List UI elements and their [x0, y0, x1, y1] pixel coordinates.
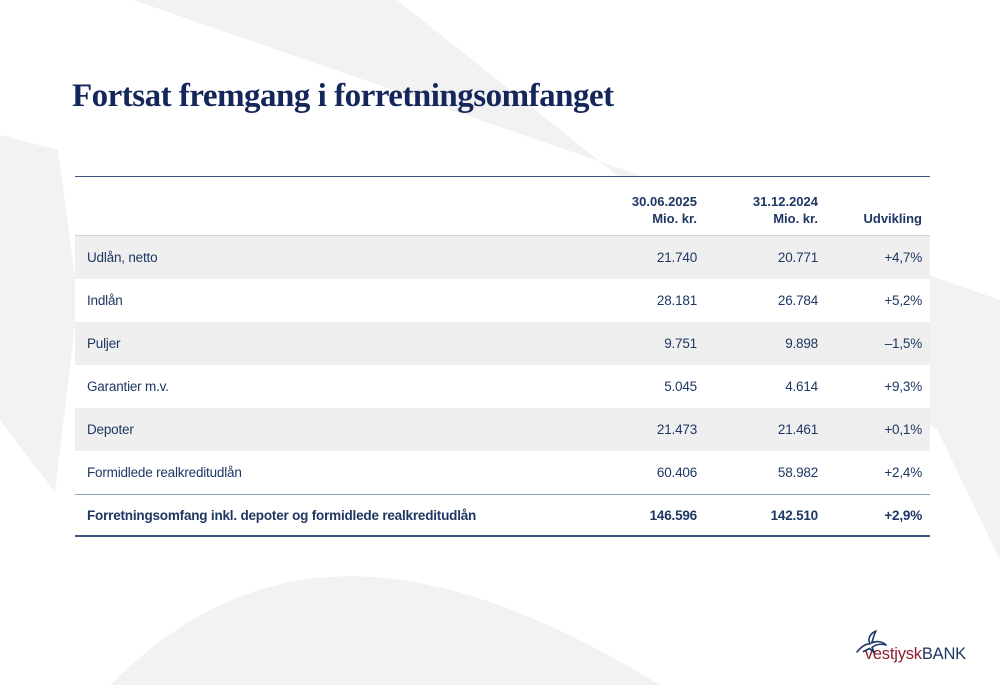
total-value-2024: 142.510: [770, 507, 819, 523]
row-label: Garantier m.v.: [87, 379, 169, 394]
value-2025: 60.406: [656, 465, 697, 480]
value-2024: 4.614: [785, 379, 818, 394]
value-2025: 28.181: [656, 293, 697, 308]
total-label: Forretningsomfang inkl. depoter og formi…: [87, 507, 477, 523]
value-2025: 9.751: [664, 336, 697, 351]
value-2024: 58.982: [777, 465, 818, 480]
vestjysk-bank-logo: vestjyskBANK: [855, 630, 966, 665]
table-header-row: 30.06.2025 Mio. kr. 31.12.2024 Mio. kr. …: [75, 177, 930, 236]
table-row: Puljer 9.751 9.898 –1,5%: [75, 322, 930, 365]
table-row: Depoter 21.473 21.461 +0,1%: [75, 408, 930, 451]
swallow-icon: [855, 630, 887, 654]
row-label: Formidlede realkreditudlån: [87, 465, 242, 480]
table-total-row: Forretningsomfang inkl. depoter og formi…: [75, 494, 930, 537]
value-2025: 21.473: [656, 422, 697, 437]
value-change: +4,7%: [884, 250, 922, 265]
logo-text-vestjysk: vestjysk: [864, 645, 922, 663]
business-volume-table: 30.06.2025 Mio. kr. 31.12.2024 Mio. kr. …: [75, 176, 930, 537]
header-col-change: Udvikling: [863, 211, 922, 227]
row-label: Udlån, netto: [87, 250, 158, 265]
total-value-change: +2,9%: [884, 507, 922, 523]
page-title: Fortsat fremgang i forretningsomfanget: [72, 78, 614, 114]
value-2024: 26.784: [777, 293, 818, 308]
table-row: Garantier m.v. 5.045 4.614 +9,3%: [75, 365, 930, 408]
row-label: Puljer: [87, 336, 121, 351]
value-change: +0,1%: [884, 422, 922, 437]
value-change: –1,5%: [884, 336, 922, 351]
table-row: Formidlede realkreditudlån 60.406 58.982…: [75, 451, 930, 494]
value-2024: 9.898: [785, 336, 818, 351]
value-2024: 20.771: [777, 250, 818, 265]
value-2024: 21.461: [777, 422, 818, 437]
value-2025: 5.045: [664, 379, 697, 394]
bottom-swoosh: [110, 576, 660, 685]
row-label: Indlån: [87, 293, 123, 308]
table-row: Indlån 28.181 26.784 +5,2%: [75, 279, 930, 322]
value-change: +2,4%: [884, 465, 922, 480]
total-value-2025: 146.596: [649, 507, 698, 523]
diagonal-wedge-right: [935, 360, 1000, 560]
value-change: +9,3%: [884, 379, 922, 394]
value-2025: 21.740: [656, 250, 697, 265]
value-change: +5,2%: [884, 293, 922, 308]
header-col-2025: 30.06.2025 Mio. kr.: [631, 193, 697, 227]
table-row: Udlån, netto 21.740 20.771 +4,7%: [75, 236, 930, 279]
row-label: Depoter: [87, 422, 134, 437]
diagonal-band-left: [0, 135, 78, 492]
header-col-2024: 31.12.2024 Mio. kr.: [752, 193, 818, 227]
logo-text-bank: BANK: [921, 645, 966, 663]
